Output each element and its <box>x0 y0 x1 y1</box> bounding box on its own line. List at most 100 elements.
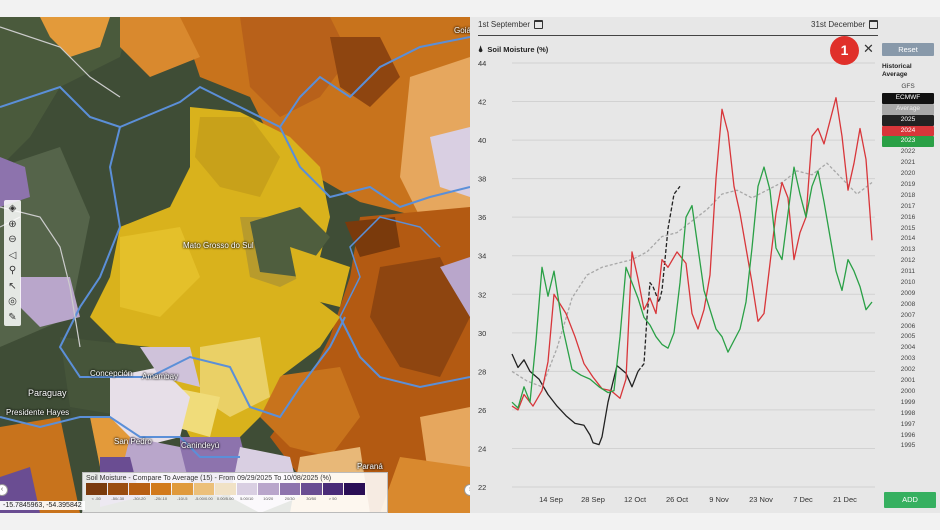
year-option-2013[interactable]: 2013 <box>900 246 916 254</box>
model-option-ecmwf[interactable]: ECMWF <box>882 92 934 104</box>
y-tick-label: 34 <box>478 252 486 261</box>
y-tick-label: 28 <box>478 367 486 376</box>
year-option-2017[interactable]: 2017 <box>900 202 916 210</box>
legend-swatch <box>86 483 107 495</box>
calendar-icon[interactable] <box>534 20 544 29</box>
x-tick-label: 21 Dec <box>833 495 857 504</box>
year-option-2004[interactable]: 2004 <box>900 344 916 352</box>
x-tick-label: 23 Nov <box>749 495 773 504</box>
map-label-amambay: Amambay <box>142 372 179 381</box>
date-range-slider[interactable] <box>478 35 878 36</box>
legend-swatch <box>322 483 343 495</box>
map-view[interactable]: Mato Grosso do Sul Paraguay Concepción A… <box>0 17 470 513</box>
legend-tick: 0.00/5.00 <box>216 496 234 501</box>
year-option-2008[interactable]: 2008 <box>900 300 916 308</box>
map-label-parana: Paraná <box>357 462 383 471</box>
search-icon[interactable]: ⚲ <box>8 265 17 277</box>
date-end-label: 31st December <box>811 20 866 29</box>
legend-tick: 5.00/10 <box>240 496 254 501</box>
app-frame: Mato Grosso do Sul Paraguay Concepción A… <box>0 17 940 513</box>
x-tick-label: 9 Nov <box>709 495 729 504</box>
map-toolbar: ◈ ⊕ ⊖ ◁ ⚲ ↖ ◎ ✎ <box>4 200 21 326</box>
year-option-2001[interactable]: 2001 <box>900 377 916 385</box>
map-label-presidente-hayes: Presidente Hayes <box>6 408 70 417</box>
map-label-goias: Goiás <box>454 26 470 35</box>
legend-swatch <box>172 483 193 495</box>
zoom-out-icon[interactable]: ⊖ <box>8 234 17 246</box>
legend-tick: > 50 <box>328 496 337 501</box>
year-option-1999[interactable]: 1999 <box>900 398 916 406</box>
date-start[interactable]: 1st September <box>478 20 544 29</box>
year-list: GFS ECMWF Average 2025 2024 2023 2022 2021 2020 2… <box>882 82 936 452</box>
zoom-in-icon[interactable]: ⊕ <box>8 218 17 230</box>
reset-button[interactable]: Reset <box>882 43 934 56</box>
legend-swatch <box>150 483 171 495</box>
legend-tick: 10/20 <box>263 496 274 501</box>
year-option-2005[interactable]: 2005 <box>900 333 916 341</box>
legend-ticks: < -50 -50/-30 -30/-20 -20/-10 -10/-5 -5.00/0.… <box>83 495 387 502</box>
series-line-2024 <box>511 97 873 411</box>
date-start-label: 1st September <box>478 20 531 29</box>
year-option-2015[interactable]: 2015 <box>900 224 916 232</box>
legend-swatch <box>193 483 214 495</box>
year-option-2016[interactable]: 2016 <box>900 213 916 221</box>
close-icon[interactable]: ✕ <box>863 41 874 56</box>
legend-tick: -30/-20 <box>132 496 146 501</box>
x-tick-label: 7 Dec <box>793 495 813 504</box>
year-option-2014[interactable]: 2014 <box>900 235 916 243</box>
y-tick-label: 44 <box>478 59 486 68</box>
map-canvas[interactable] <box>0 17 470 513</box>
map-label-concepcion: Concepción <box>90 369 133 378</box>
step-badge: 1 <box>830 36 859 65</box>
y-tick-label: 22 <box>478 483 486 492</box>
year-option-1996[interactable]: 1996 <box>900 431 916 439</box>
x-tick-label: 28 Sep <box>581 495 605 504</box>
year-option-2020[interactable]: 2020 <box>900 170 916 178</box>
year-option-2000[interactable]: 2000 <box>900 387 916 395</box>
date-end[interactable]: 31st December <box>811 20 879 29</box>
year-option-2006[interactable]: 2006 <box>900 322 916 330</box>
map-legend: Soil Moisture - Compare To Average (15) … <box>82 472 388 513</box>
year-option-1998[interactable]: 1998 <box>900 409 916 417</box>
x-tick-label: 14 Sep <box>539 495 563 504</box>
legend-swatch <box>344 483 365 495</box>
legend-swatch <box>215 483 236 495</box>
y-tick-label: 40 <box>478 136 486 145</box>
year-option-2009[interactable]: 2009 <box>900 289 916 297</box>
year-option-2019[interactable]: 2019 <box>900 181 916 189</box>
layers-icon[interactable]: ◈ <box>8 203 17 215</box>
year-option-2025[interactable]: 2025 <box>882 114 934 126</box>
locate-icon[interactable]: ◁ <box>8 249 17 261</box>
year-option-2010[interactable]: 2010 <box>900 279 916 287</box>
year-option-2024[interactable]: 2024 <box>882 125 934 137</box>
year-option-2012[interactable]: 2012 <box>900 257 916 265</box>
year-option-2003[interactable]: 2003 <box>900 355 916 363</box>
year-option-2021[interactable]: 2021 <box>900 159 916 167</box>
target-icon[interactable]: ◎ <box>8 296 17 308</box>
calendar-icon[interactable] <box>869 20 879 29</box>
year-option-1995[interactable]: 1995 <box>900 442 916 450</box>
model-option-gfs[interactable]: GFS <box>901 83 915 90</box>
y-tick-label: 30 <box>478 329 486 338</box>
droplet-icon: 🌢 <box>478 44 484 54</box>
legend-swatch <box>301 483 322 495</box>
year-option-2011[interactable]: 2011 <box>901 268 915 276</box>
collapse-left-icon[interactable]: ‹ <box>0 484 8 496</box>
draw-icon[interactable]: ✎ <box>8 311 17 323</box>
year-option-2018[interactable]: 2018 <box>900 191 916 199</box>
year-option-1997[interactable]: 1997 <box>900 420 916 428</box>
coordinate-readout: -15.7845963, -54.395842 <box>0 501 85 510</box>
year-option-2007[interactable]: 2007 <box>900 311 916 319</box>
legend-swatch <box>107 483 128 495</box>
add-button[interactable]: ADD <box>884 492 936 508</box>
y-tick-label: 24 <box>478 444 486 453</box>
soil-moisture-chart[interactable]: 22 24 26 28 30 32 34 36 38 40 42 44 14 Sep 28 Sep 12 O… <box>470 17 882 513</box>
year-option-2023[interactable]: 2023 <box>882 136 934 148</box>
model-option-average[interactable]: Average <box>882 103 934 115</box>
chart-panel: 22 24 26 28 30 32 34 36 38 40 42 44 14 Sep 28 Sep 12 O… <box>470 17 940 513</box>
year-option-2022[interactable]: 2022 <box>900 148 916 156</box>
series-selector: Reset Historical Average GFS ECMWF Average… <box>882 43 936 452</box>
legend-swatch <box>279 483 300 495</box>
year-option-2002[interactable]: 2002 <box>900 366 916 374</box>
pointer-icon[interactable]: ↖ <box>8 280 17 292</box>
